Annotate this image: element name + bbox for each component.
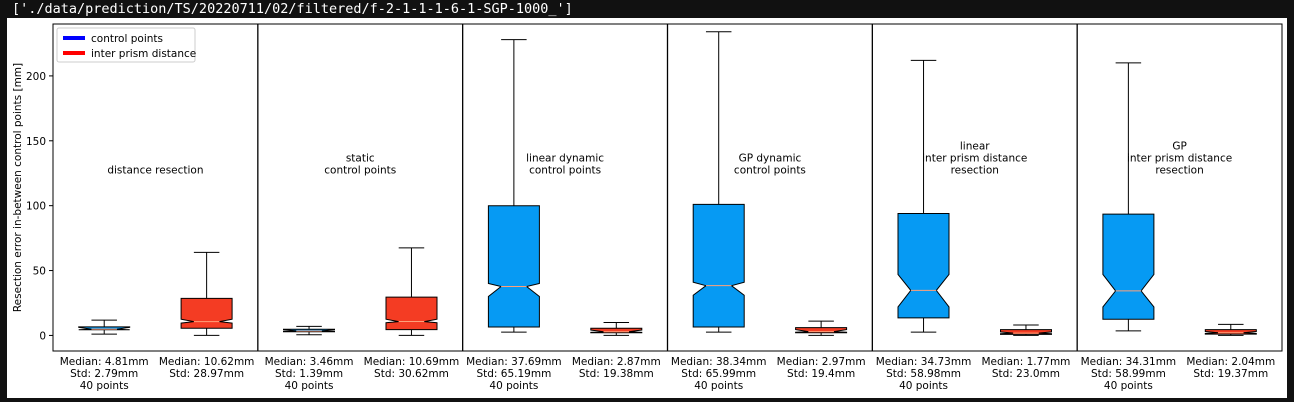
box-stat-label: 40 points bbox=[694, 380, 743, 392]
box-stat-label: Median: 1.77mm bbox=[982, 356, 1071, 368]
box-control-points bbox=[1102, 213, 1155, 320]
box-stat-label: Median: 34.73mm bbox=[876, 356, 972, 368]
legend-label: inter prism distance bbox=[91, 48, 196, 60]
panel-title: static bbox=[346, 152, 375, 164]
y-tick-label: 200 bbox=[26, 71, 46, 83]
box-stat-label: Std: 19.4mm bbox=[787, 368, 855, 380]
box-stat-label: Median: 3.46mm bbox=[265, 356, 354, 368]
panel-title: control points bbox=[529, 164, 601, 176]
box-stat-label: Std: 65.19mm bbox=[476, 368, 551, 380]
panel-title: linear bbox=[960, 140, 990, 152]
figure-canvas: 0 50 100 150 200 Resection error in-between c… bbox=[7, 18, 1287, 398]
box-stat-label: 40 points bbox=[1104, 380, 1153, 392]
box-stat-label: Median: 37.69mm bbox=[466, 356, 562, 368]
panel-title: linear dynamic bbox=[526, 152, 604, 164]
box-inter-prism-distance bbox=[1000, 329, 1052, 335]
panel-title: resection bbox=[951, 164, 999, 176]
box-stat-label: Median: 38.34mm bbox=[671, 356, 767, 368]
y-axis-label: Resection error in-between control point… bbox=[12, 63, 24, 312]
legend-box bbox=[56, 27, 196, 63]
box-stat-label: Std: 28.97mm bbox=[169, 368, 244, 380]
box-stat-label: Median: 4.81mm bbox=[60, 356, 149, 368]
box-stat-label: Std: 65.99mm bbox=[681, 368, 756, 380]
box-stat-label: 40 points bbox=[899, 380, 948, 392]
box-control-points bbox=[692, 203, 745, 328]
box-stat-label: Std: 30.62mm bbox=[374, 368, 449, 380]
legend-label: control points bbox=[91, 33, 163, 45]
panel-title: GP dynamic bbox=[739, 152, 802, 164]
box-inter-prism-distance bbox=[1204, 329, 1257, 335]
box-stat-label: 40 points bbox=[80, 380, 129, 392]
y-tick-label: 150 bbox=[26, 136, 46, 148]
box-stat-label: Median: 2.04mm bbox=[1186, 356, 1275, 368]
panel-title: control points bbox=[734, 164, 806, 176]
box-stat-label: 40 points bbox=[489, 380, 538, 392]
y-tick-label: 100 bbox=[26, 201, 46, 213]
box-stat-label: Median: 10.69mm bbox=[364, 356, 460, 368]
box-stat-label: Median: 2.97mm bbox=[777, 356, 866, 368]
panel-title: control points bbox=[324, 164, 396, 176]
box-stat-label: Std: 23.0mm bbox=[992, 368, 1060, 380]
panel-title: resection bbox=[1155, 164, 1203, 176]
box-stat-label: Std: 19.37mm bbox=[1193, 368, 1268, 380]
box-stat-label: Std: 1.39mm bbox=[275, 368, 343, 380]
box-control-points bbox=[897, 213, 950, 319]
box-stat-label: Std: 58.99mm bbox=[1091, 368, 1166, 380]
box-stat-label: Std: 58.98mm bbox=[886, 368, 961, 380]
panel-title: GP bbox=[1172, 140, 1186, 152]
y-tick-label: 50 bbox=[33, 266, 46, 278]
panel-title: inter prism distance bbox=[1127, 152, 1232, 164]
box-control-points bbox=[487, 205, 540, 328]
box-inter-prism-distance bbox=[385, 296, 438, 331]
y-tick-label: 0 bbox=[39, 330, 46, 342]
box-stat-label: Median: 2.87mm bbox=[572, 356, 661, 368]
box-stat-label: Median: 34.31mm bbox=[1081, 356, 1177, 368]
box-stat-label: Std: 19.38mm bbox=[579, 368, 654, 380]
panel-title: inter prism distance bbox=[922, 152, 1027, 164]
notebook-output-path: ['./data/prediction/TS/20220711/02/filte… bbox=[12, 1, 573, 17]
panel-title: distance resection bbox=[107, 164, 203, 176]
box-stat-label: Std: 2.79mm bbox=[70, 368, 138, 380]
box-stat-label: 40 points bbox=[285, 380, 334, 392]
box-stat-label: Median: 10.62mm bbox=[159, 356, 255, 368]
box-inter-prism-distance bbox=[180, 297, 233, 329]
